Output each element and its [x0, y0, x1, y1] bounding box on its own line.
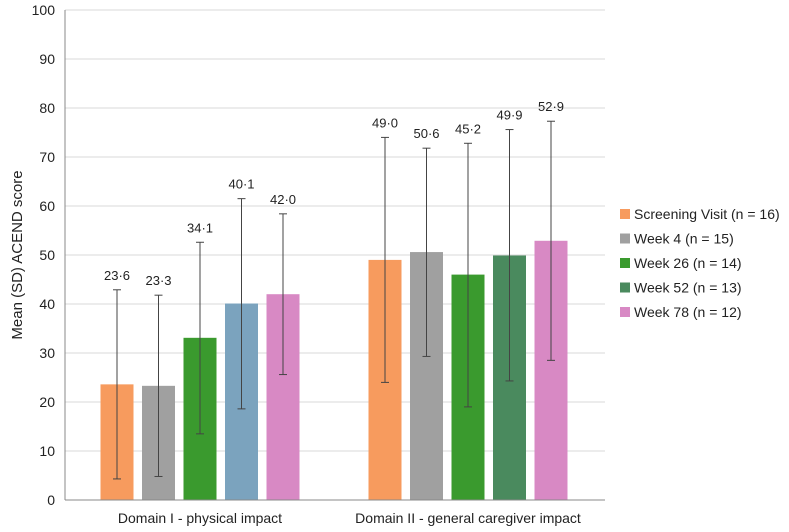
- y-tick-label: 80: [39, 100, 55, 116]
- data-label: 40·1: [228, 177, 254, 192]
- y-tick-labels: 0 10 20 30 40 50 60 70 80 90 100: [32, 2, 56, 508]
- data-label: 34·1: [187, 220, 213, 235]
- y-tick-label: 90: [39, 51, 55, 67]
- legend-label: Screening Visit (n = 16): [634, 206, 780, 222]
- legend-swatch: [620, 258, 630, 268]
- error-bars: [113, 120, 555, 480]
- legend-label: Week 26 (n = 14): [634, 255, 742, 271]
- y-tick-label: 60: [39, 198, 55, 214]
- y-tick-label: 20: [39, 394, 55, 410]
- data-label: 23·3: [145, 273, 171, 288]
- y-tick-label: 30: [39, 345, 55, 361]
- y-tick-label: 40: [39, 296, 55, 312]
- legend-label: Week 78 (n = 12): [634, 304, 742, 320]
- data-label: 49·0: [372, 115, 398, 130]
- data-label: 50·6: [413, 126, 439, 141]
- data-labels: 23·6 23·3 34·1 40·1 42·0 49·0 50·6 45·2 49·9 52·9: [104, 99, 564, 288]
- category-label: Domain I - physical impact: [118, 510, 282, 526]
- data-label: 45·2: [455, 121, 481, 136]
- legend-swatch: [620, 209, 630, 219]
- data-label: 42·0: [270, 192, 296, 207]
- category-label: Domain II - general caregiver impact: [355, 510, 581, 526]
- y-tick-label: 70: [39, 149, 55, 165]
- legend-swatch: [620, 307, 630, 317]
- legend-label: Week 4 (n = 15): [634, 231, 734, 247]
- legend-swatch: [620, 282, 630, 293]
- legend: Screening Visit (n = 16) Week 4 (n = 15) W…: [620, 206, 780, 320]
- y-tick-label: 0: [47, 492, 55, 508]
- y-tick-label: 50: [39, 247, 55, 263]
- data-label: 49·9: [496, 108, 522, 123]
- y-axis-title: Mean (SD) ACEND score: [9, 170, 26, 339]
- legend-label: Week 52 (n = 13): [634, 280, 742, 296]
- y-tick-label: 100: [32, 2, 56, 18]
- y-tick-label: 10: [39, 443, 55, 459]
- data-label: 23·6: [104, 268, 130, 283]
- category-labels: Domain I - physical impact Domain II - ge…: [118, 510, 581, 526]
- legend-swatch: [620, 233, 630, 244]
- data-label: 52·9: [538, 99, 564, 114]
